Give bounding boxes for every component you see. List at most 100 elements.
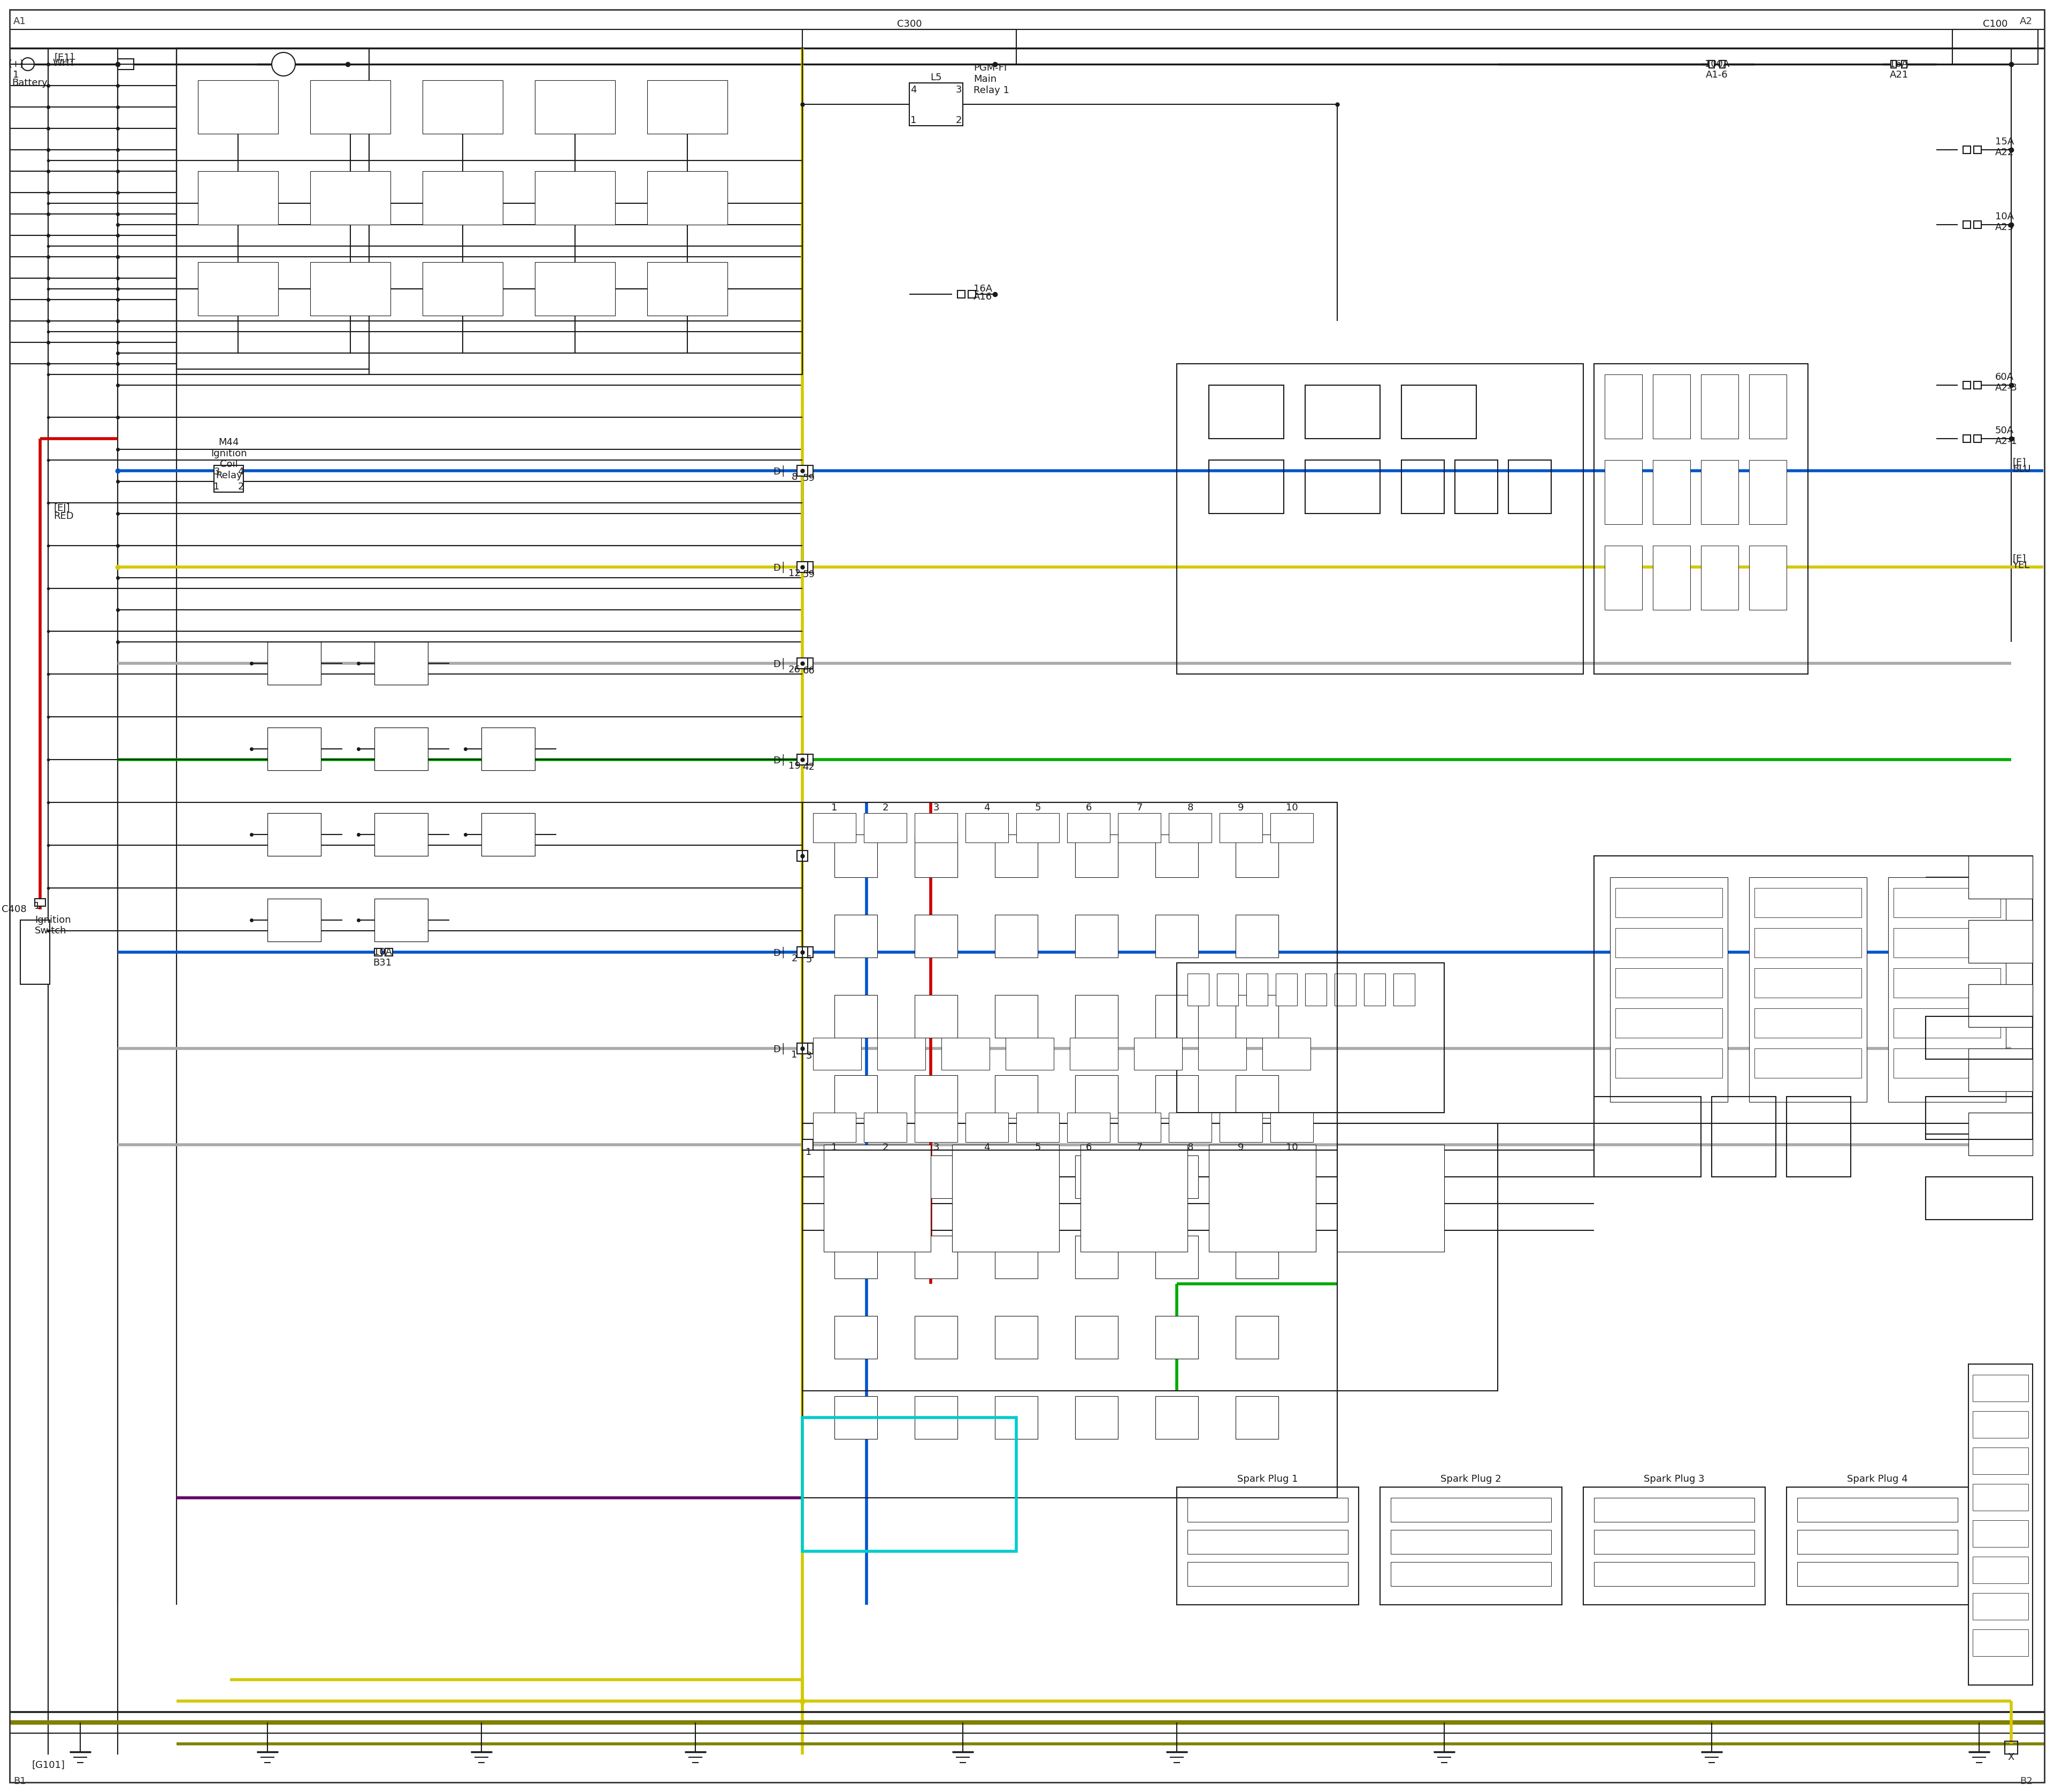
Bar bbox=[834, 835, 877, 878]
Bar bbox=[423, 172, 503, 224]
Bar bbox=[1750, 545, 1787, 609]
Bar bbox=[1070, 1038, 1117, 1070]
Bar bbox=[1154, 1315, 1197, 1358]
Bar bbox=[1364, 973, 1384, 1005]
Bar bbox=[914, 1075, 957, 1118]
Text: 5: 5 bbox=[805, 955, 811, 964]
Bar bbox=[834, 914, 877, 957]
Bar bbox=[1594, 857, 2033, 1124]
Bar bbox=[1754, 1009, 1861, 1038]
Bar bbox=[1177, 364, 1584, 674]
Bar bbox=[994, 1075, 1037, 1118]
Text: M44
Ignition
Coil
Relay: M44 Ignition Coil Relay bbox=[212, 437, 246, 480]
Text: 10: 10 bbox=[1286, 1143, 1298, 1152]
Bar bbox=[1964, 382, 1970, 389]
Bar bbox=[1391, 1530, 1551, 1554]
Bar bbox=[994, 1315, 1037, 1358]
Bar bbox=[374, 948, 382, 955]
Bar bbox=[834, 995, 877, 1038]
Text: Spark Plug 2: Spark Plug 2 bbox=[1440, 1475, 1501, 1484]
Text: 4: 4 bbox=[984, 1143, 990, 1152]
Bar bbox=[1927, 1016, 2033, 1059]
Text: 1: 1 bbox=[214, 482, 220, 491]
Text: 19: 19 bbox=[789, 762, 801, 771]
Bar bbox=[994, 1236, 1037, 1278]
Bar bbox=[2005, 1742, 2017, 1754]
Bar bbox=[1701, 545, 1738, 609]
Bar bbox=[1894, 928, 2001, 957]
Bar bbox=[1074, 1396, 1117, 1439]
Bar bbox=[1187, 1498, 1347, 1521]
Bar bbox=[267, 814, 320, 857]
Bar bbox=[1154, 1075, 1197, 1118]
Text: 3: 3 bbox=[955, 84, 961, 95]
Bar bbox=[1972, 1374, 2027, 1401]
Bar bbox=[803, 29, 1017, 65]
Bar bbox=[914, 1396, 957, 1439]
Bar bbox=[1614, 889, 1723, 918]
Bar bbox=[1337, 1145, 1444, 1253]
Text: L5: L5 bbox=[930, 73, 943, 82]
Bar bbox=[1972, 1629, 2027, 1656]
Bar bbox=[1237, 914, 1278, 957]
Bar bbox=[1972, 1484, 2027, 1511]
Bar bbox=[834, 1075, 877, 1118]
Bar bbox=[1210, 385, 1284, 439]
Bar bbox=[1074, 1315, 1117, 1358]
Bar bbox=[910, 82, 963, 125]
Text: 4: 4 bbox=[238, 468, 244, 477]
Bar bbox=[1964, 145, 1970, 154]
Bar bbox=[1594, 1563, 1754, 1586]
Text: C100: C100 bbox=[1982, 20, 2007, 29]
Bar bbox=[1401, 461, 1444, 514]
Bar bbox=[1068, 814, 1109, 842]
Text: 4: 4 bbox=[910, 84, 916, 95]
Bar bbox=[1972, 1520, 2027, 1546]
Bar bbox=[803, 946, 813, 957]
Bar bbox=[1391, 1563, 1551, 1586]
Bar bbox=[1134, 1038, 1183, 1070]
Bar bbox=[803, 658, 813, 668]
Bar bbox=[1614, 928, 1723, 957]
Bar bbox=[1894, 968, 2001, 998]
Bar bbox=[267, 898, 320, 941]
Bar bbox=[813, 1113, 857, 1142]
Bar bbox=[1237, 1156, 1278, 1199]
Bar bbox=[1210, 461, 1284, 514]
Text: 15A
A22: 15A A22 bbox=[1994, 136, 2015, 158]
Bar bbox=[1074, 1075, 1117, 1118]
Bar bbox=[1750, 375, 1787, 439]
Text: 100A
A1-6: 100A A1-6 bbox=[1705, 59, 1729, 81]
Text: 2: 2 bbox=[881, 1143, 887, 1152]
Bar bbox=[1797, 1498, 1957, 1521]
Bar bbox=[1968, 857, 2033, 898]
Bar bbox=[1154, 995, 1197, 1038]
Bar bbox=[647, 172, 727, 224]
Bar bbox=[1304, 461, 1380, 514]
Bar bbox=[994, 1396, 1037, 1439]
Bar bbox=[803, 1417, 1017, 1552]
Bar bbox=[865, 814, 906, 842]
Bar bbox=[994, 995, 1037, 1038]
Bar bbox=[1594, 364, 1808, 674]
Bar bbox=[803, 1140, 813, 1150]
Text: 7: 7 bbox=[1136, 1143, 1142, 1152]
Bar bbox=[1154, 1236, 1197, 1278]
Bar bbox=[1610, 878, 1727, 1102]
Bar bbox=[1117, 814, 1161, 842]
Text: D│: D│ bbox=[772, 1043, 787, 1054]
Text: 1: 1 bbox=[791, 1050, 797, 1059]
Text: BLU: BLU bbox=[2013, 464, 2031, 473]
Text: Spark Plug 4: Spark Plug 4 bbox=[1847, 1475, 1908, 1484]
Bar bbox=[1719, 61, 1725, 68]
Bar bbox=[1709, 61, 1715, 68]
Bar bbox=[914, 1156, 957, 1199]
Text: [G101]: [G101] bbox=[31, 1760, 64, 1770]
Bar bbox=[824, 1145, 930, 1253]
Bar bbox=[1393, 973, 1415, 1005]
Bar bbox=[1754, 968, 1861, 998]
Bar bbox=[1006, 1038, 1054, 1070]
Bar bbox=[423, 81, 503, 134]
Bar bbox=[914, 1113, 957, 1142]
Bar bbox=[1187, 1563, 1347, 1586]
